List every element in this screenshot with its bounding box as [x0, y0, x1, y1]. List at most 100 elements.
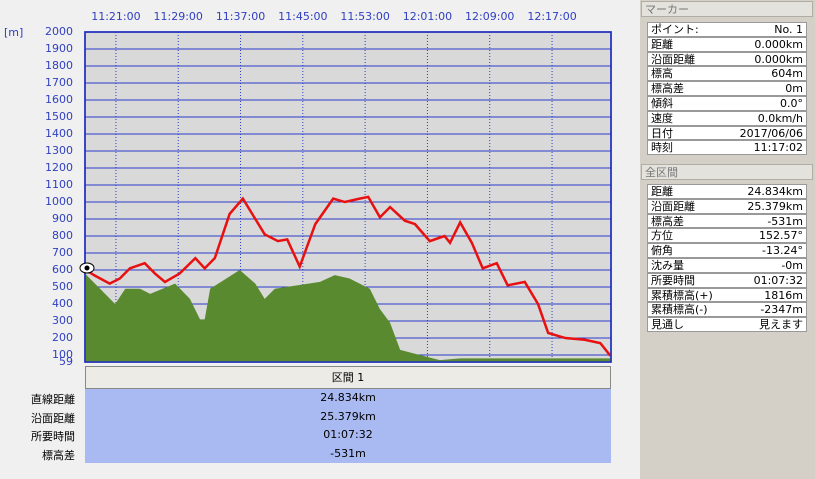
panel-row: 見通し 見えます	[647, 317, 807, 332]
row-value: -2347m	[760, 303, 803, 317]
line	[84, 195, 612, 357]
panel-row: 距離 24.834km	[647, 184, 807, 199]
row-label: 沿面距離	[31, 411, 75, 425]
panel-row: 日付 2017/06/06	[647, 125, 807, 141]
row-key: 標高差	[651, 214, 684, 228]
row-key: 俯角	[651, 244, 673, 258]
y-tick-label: 1700	[45, 76, 73, 89]
panel-row: 標高差 -531m	[647, 213, 807, 229]
row-value: 2017/06/06	[739, 126, 803, 140]
row-value: -531m	[767, 214, 803, 228]
table-row: 沿面距離 25.379km	[0, 407, 640, 426]
panel-row: 俯角 -13.24°	[647, 243, 807, 258]
y-tick-label: 200	[52, 331, 73, 344]
row-key: 時刻	[651, 141, 673, 155]
panel-row: 累積標高(-) -2347m	[647, 302, 807, 318]
row-value: 25.379km	[85, 407, 611, 426]
panel-row: 標高 604m	[647, 66, 807, 82]
y-tick-label: 1300	[45, 144, 73, 157]
row-key: 沿面距離	[651, 52, 695, 66]
x-tick-label: 12:01:00	[403, 10, 452, 23]
y-tick-label: 800	[52, 229, 73, 242]
row-key: 傾斜	[651, 97, 673, 110]
y-tick-label: 1400	[45, 127, 73, 140]
table-row: 直線距離 24.834km	[0, 389, 640, 408]
row-key: ポイント:	[651, 23, 699, 36]
y-tick-label: 1200	[45, 161, 73, 174]
plot-border	[84, 31, 612, 363]
row-value: -13.24°	[762, 244, 803, 258]
panel-row: 所要時間 01:07:32	[647, 272, 807, 288]
y-tick-label: 500	[52, 280, 73, 293]
row-value: No. 1	[774, 23, 803, 36]
panel-row: 距離 0.000km	[647, 36, 807, 52]
row-value: 1816m	[764, 288, 803, 302]
row-key: 沿面距離	[651, 199, 695, 213]
row-value: 0.0km/h	[757, 111, 803, 125]
row-label: 所要時間	[31, 430, 75, 443]
y-tick-label: 700	[52, 246, 73, 259]
profile-pane: [m] 59 100 200 300 400 500 600 700 800 900 1000 110…	[0, 0, 640, 479]
panel-row: 時刻 11:17:02	[647, 140, 807, 156]
row-key: 速度	[651, 111, 673, 125]
row-value: -531m	[85, 444, 611, 463]
row-value: 01:07:32	[753, 273, 803, 287]
y-tick-label: 600	[52, 263, 73, 276]
row-key: 距離	[651, 37, 673, 51]
y-unit: [m]	[4, 26, 23, 39]
panel-row: 沿面距離 25.379km	[647, 198, 807, 214]
row-value: 0.000km	[754, 52, 803, 66]
marker-pupil	[84, 265, 90, 271]
y-tick-label: 1900	[45, 42, 73, 55]
row-key: 累積標高(-)	[651, 303, 708, 317]
area	[84, 270, 611, 362]
panel-title: マーカー	[641, 1, 813, 17]
row-value: 11:17:02	[753, 141, 803, 155]
row-key: 見通し	[651, 318, 684, 332]
section-header[interactable]: 区間 1	[85, 366, 611, 389]
table-row: 標高差 -531m	[0, 444, 640, 463]
panel-row: 標高差 0m	[647, 81, 807, 96]
x-tick-label: 11:45:00	[278, 10, 327, 23]
row-key: 沈み量	[651, 259, 684, 272]
row-key: 方位	[651, 229, 673, 243]
row-label: 標高差	[42, 448, 75, 462]
row-value: 見えます	[759, 318, 803, 332]
row-key: 標高差	[651, 82, 684, 96]
x-tick-label: 11:53:00	[340, 10, 389, 23]
y-tick-label: 900	[52, 212, 73, 225]
x-tick-label: 12:17:00	[527, 10, 576, 23]
panel-row: 傾斜 0.0°	[647, 96, 807, 111]
row-key: 所要時間	[651, 273, 695, 287]
row-key: 累積標高(+)	[651, 288, 713, 302]
row-key: 日付	[651, 126, 673, 140]
panel-row: 累積標高(+) 1816m	[647, 287, 807, 303]
y-tick-label: 1500	[45, 110, 73, 123]
y-tick-label: 300	[52, 314, 73, 327]
row-key: 標高	[651, 67, 673, 81]
panel-title: 全区間	[641, 164, 813, 180]
row-value: 152.57°	[759, 229, 803, 243]
row-value: 0m	[785, 82, 803, 96]
row-label: 直線距離	[31, 393, 75, 406]
y-tick-label: 400	[52, 297, 73, 310]
panel-row: ポイント: No. 1	[647, 22, 807, 37]
panel-row: 方位 152.57°	[647, 228, 807, 244]
row-value: 0.000km	[754, 37, 803, 51]
x-tick-label: 11:21:00	[91, 10, 140, 23]
row-value: 25.379km	[747, 199, 803, 213]
row-value: 604m	[771, 67, 803, 81]
start-marker	[79, 262, 95, 274]
y-tick-label: 1600	[45, 93, 73, 106]
row-key: 距離	[651, 185, 673, 198]
panel-row: 沈み量 -0m	[647, 258, 807, 273]
y-tick-label: 1100	[45, 178, 73, 191]
row-value: 0.0°	[780, 97, 803, 110]
row-value: -0m	[781, 259, 803, 272]
row-value: 24.834km	[85, 389, 611, 408]
x-tick-label: 12:09:00	[465, 10, 514, 23]
row-value: 01:07:32	[85, 426, 611, 445]
x-tick-label: 11:29:00	[154, 10, 203, 23]
